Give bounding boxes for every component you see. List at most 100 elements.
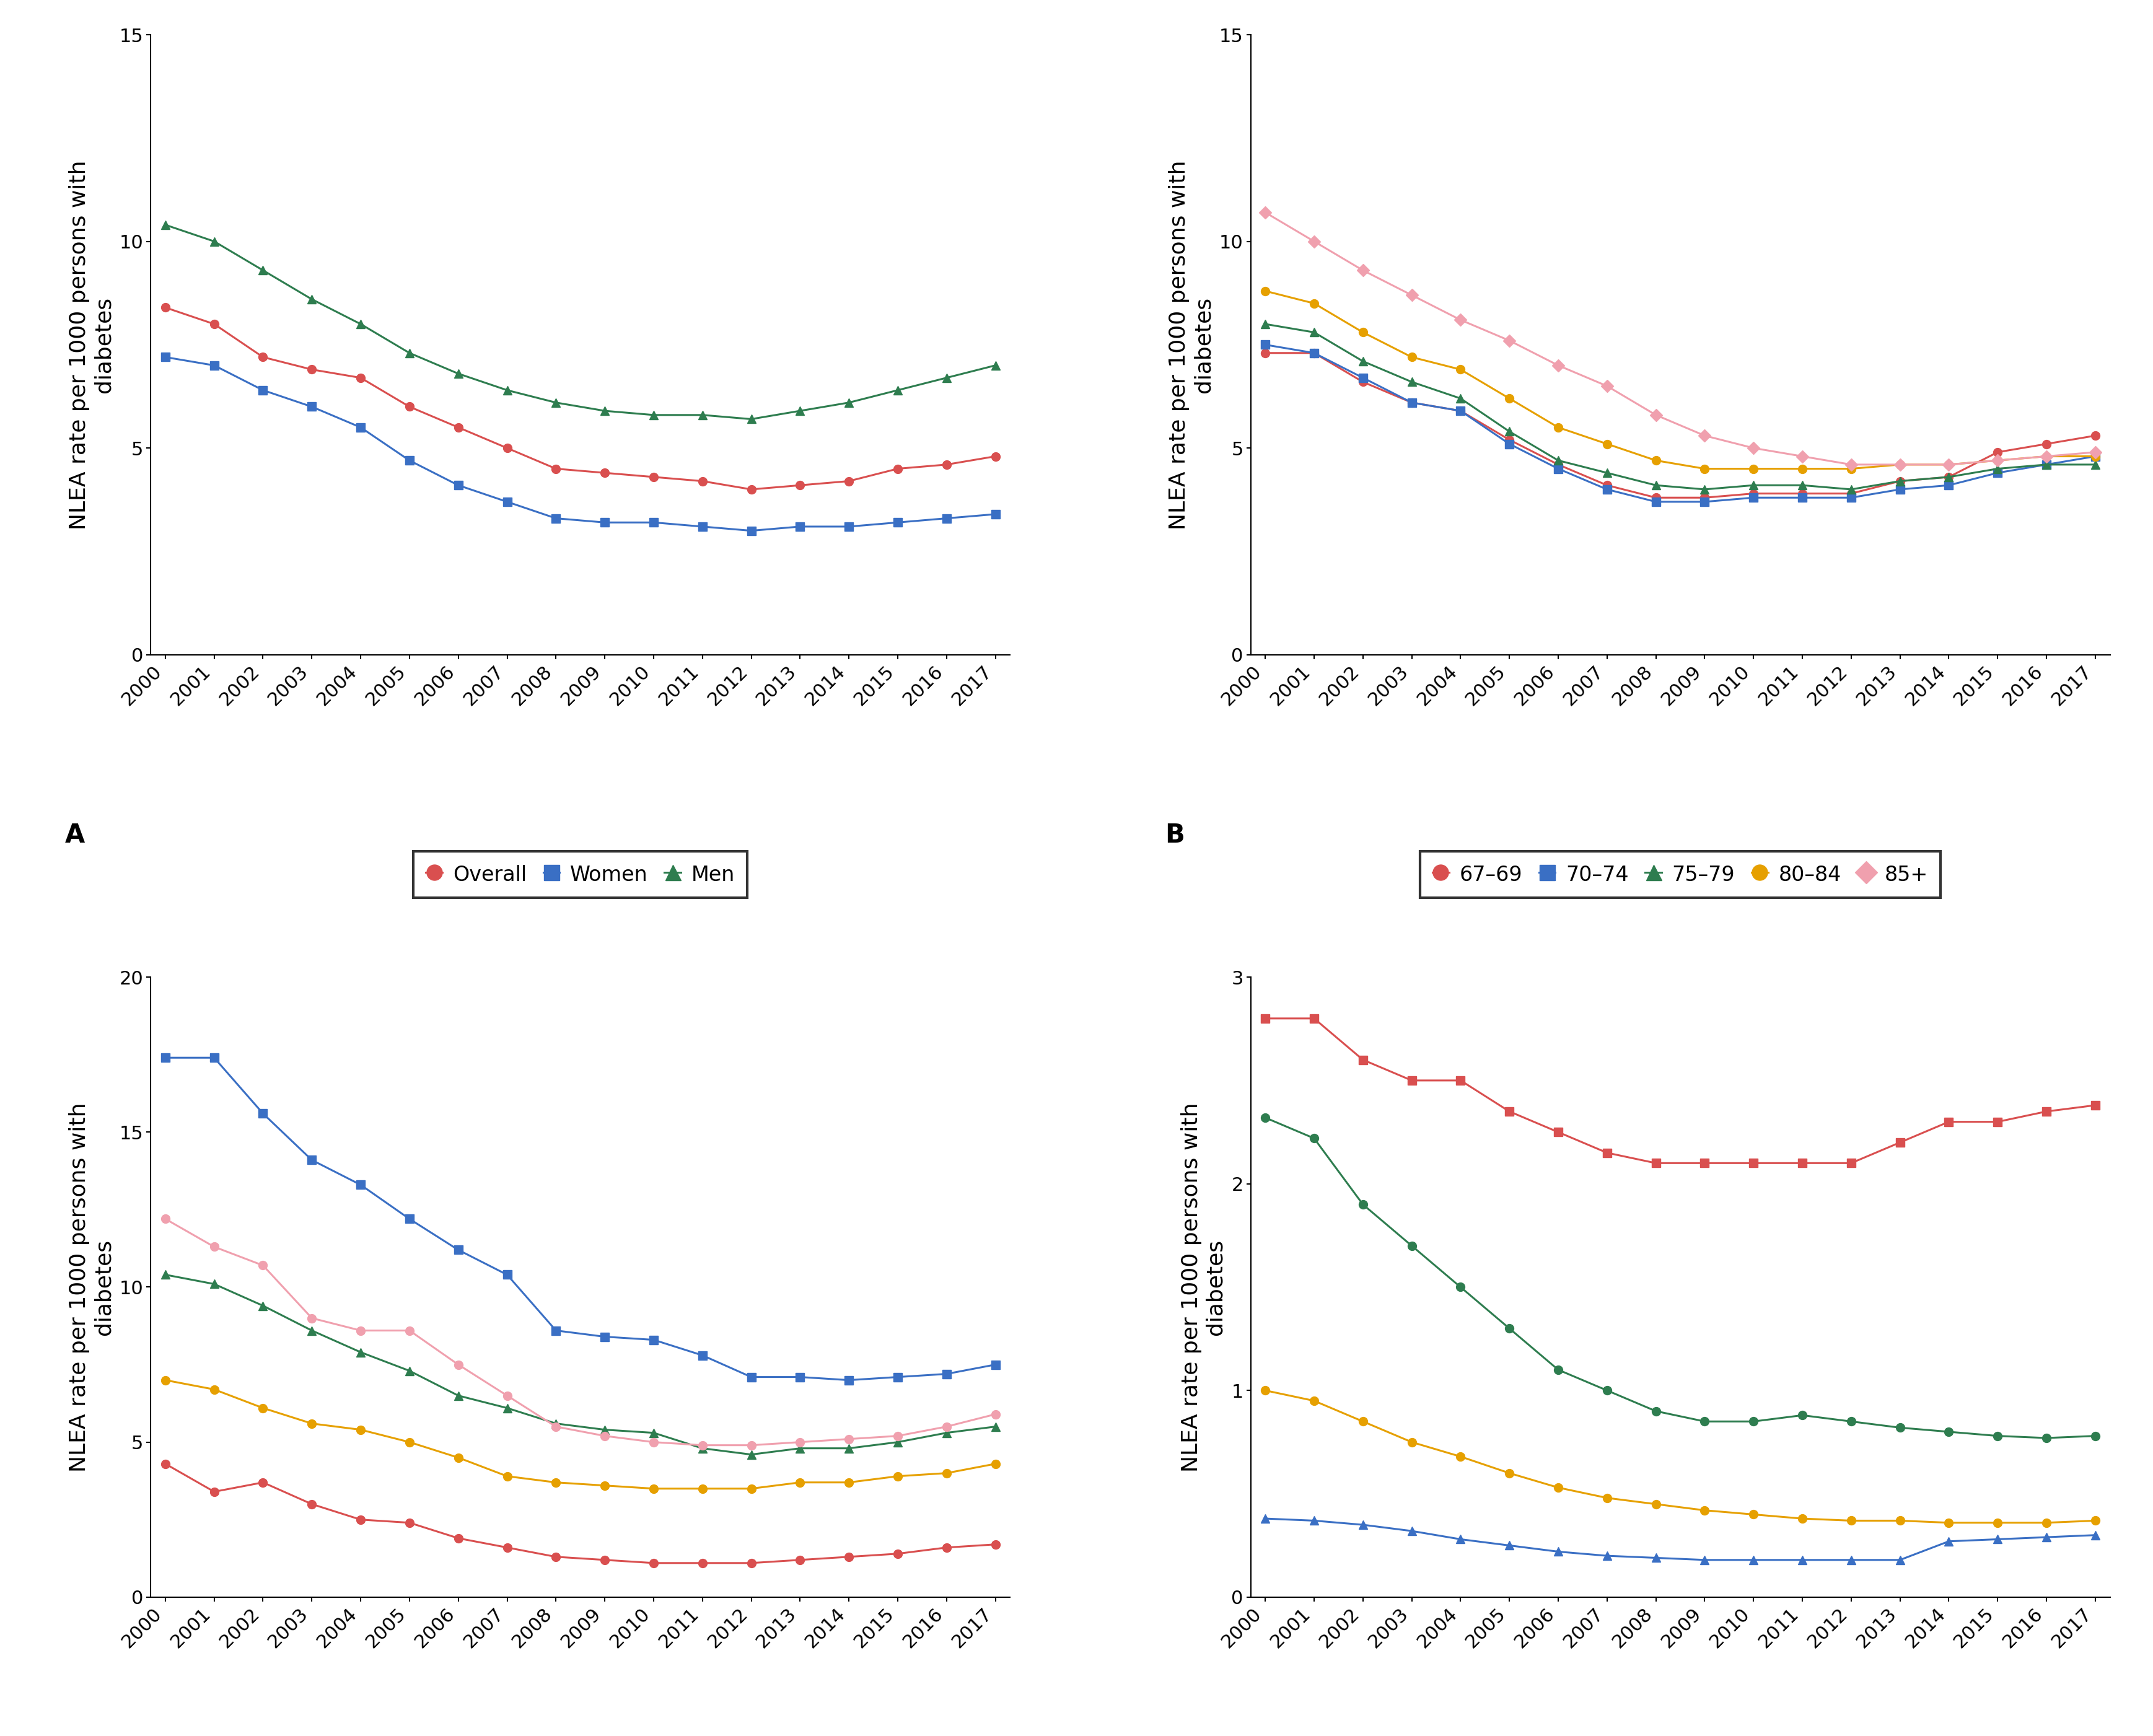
Other — [934, 1417, 960, 1437]
Black — [200, 1047, 226, 1068]
Women — [788, 516, 814, 536]
80–84 — [1985, 450, 2011, 470]
Y-axis label: NLEA rate per 1000 persons with
diabetes: NLEA rate per 1000 persons with diabetes — [69, 1102, 114, 1472]
Foot — [1593, 1545, 1619, 1566]
Toe — [1496, 1101, 1522, 1121]
Legend: 67–69, 70–74, 75–79, 80–84, 85+: 67–69, 70–74, 75–79, 80–84, 85+ — [1421, 851, 1940, 898]
Hispanic — [934, 1422, 960, 1443]
Hispanic — [153, 1264, 179, 1285]
67–69 — [1789, 483, 1815, 503]
Hispanic — [835, 1437, 861, 1458]
85+ — [1839, 455, 1864, 476]
80–84 — [1936, 455, 1961, 476]
Other — [689, 1436, 715, 1457]
67–69 — [2035, 434, 2060, 455]
Foot — [1300, 1510, 1326, 1531]
Foot — [1399, 1521, 1425, 1542]
75–79 — [1839, 479, 1864, 500]
White — [200, 1378, 226, 1399]
Toe — [2035, 1101, 2060, 1121]
85+ — [1447, 309, 1473, 330]
70–74 — [2035, 455, 2060, 476]
75–79 — [1593, 462, 1619, 483]
White — [738, 1479, 764, 1500]
85+ — [1593, 375, 1619, 396]
Y-axis label: NLEA rate per 1000 persons with
diabetes: NLEA rate per 1000 persons with diabetes — [69, 160, 114, 529]
80–84 — [1300, 293, 1326, 314]
Women — [689, 516, 715, 536]
Black — [495, 1264, 521, 1285]
75–79 — [1985, 458, 2011, 479]
Women — [642, 512, 667, 533]
67–69 — [1447, 401, 1473, 422]
80–84 — [1593, 434, 1619, 455]
Men — [738, 408, 764, 429]
AKA — [1740, 1503, 1765, 1524]
Toe — [1789, 1153, 1815, 1174]
Black — [349, 1175, 375, 1196]
Overall — [982, 446, 1008, 467]
Men — [495, 380, 521, 401]
70–74 — [1350, 368, 1376, 389]
85+ — [1546, 354, 1572, 375]
White — [788, 1472, 814, 1493]
Men — [153, 215, 179, 236]
67–69 — [1985, 441, 2011, 462]
85+ — [1643, 404, 1669, 425]
Overall — [934, 455, 960, 476]
Men — [396, 342, 422, 363]
Black — [835, 1370, 861, 1391]
Overall — [200, 314, 226, 335]
BKA — [2082, 1425, 2108, 1446]
Men — [200, 231, 226, 252]
AKA — [1886, 1510, 1912, 1531]
API — [349, 1509, 375, 1529]
Line: Men: Men — [161, 220, 999, 424]
Women — [299, 396, 325, 417]
Toe — [1985, 1111, 2011, 1132]
Other — [788, 1432, 814, 1453]
75–79 — [2035, 455, 2060, 476]
Other — [446, 1354, 472, 1375]
80–84 — [1886, 455, 1912, 476]
80–84 — [1643, 450, 1669, 470]
Line: 75–79: 75–79 — [1262, 319, 2099, 493]
Men — [349, 314, 375, 335]
Black — [738, 1366, 764, 1387]
BKA — [1300, 1128, 1326, 1149]
80–84 — [1839, 458, 1864, 479]
Hispanic — [396, 1361, 422, 1382]
Black — [396, 1208, 422, 1229]
Other — [982, 1404, 1008, 1425]
API — [738, 1552, 764, 1573]
API — [689, 1552, 715, 1573]
API — [299, 1493, 325, 1514]
80–84 — [1350, 321, 1376, 342]
80–84 — [2082, 446, 2108, 467]
Foot — [1253, 1509, 1279, 1529]
Overall — [642, 467, 667, 488]
Women — [835, 516, 861, 536]
Other — [495, 1385, 521, 1406]
80–84 — [1546, 417, 1572, 437]
Line: Black: Black — [161, 1054, 999, 1384]
Black — [446, 1240, 472, 1260]
AKA — [2035, 1512, 2060, 1533]
Black — [299, 1149, 325, 1170]
AKA — [1789, 1509, 1815, 1529]
Foot — [2082, 1524, 2108, 1545]
70–74 — [1985, 462, 2011, 483]
Black — [885, 1366, 911, 1387]
75–79 — [1643, 476, 1669, 496]
Line: Overall: Overall — [161, 304, 999, 493]
Foot — [1886, 1550, 1912, 1571]
AKA — [1839, 1510, 1864, 1531]
75–79 — [1789, 476, 1815, 496]
Hispanic — [543, 1413, 568, 1434]
BKA — [1447, 1276, 1473, 1297]
AKA — [1593, 1488, 1619, 1509]
Other — [349, 1319, 375, 1340]
75–79 — [1546, 450, 1572, 470]
API — [592, 1550, 618, 1571]
White — [982, 1453, 1008, 1474]
